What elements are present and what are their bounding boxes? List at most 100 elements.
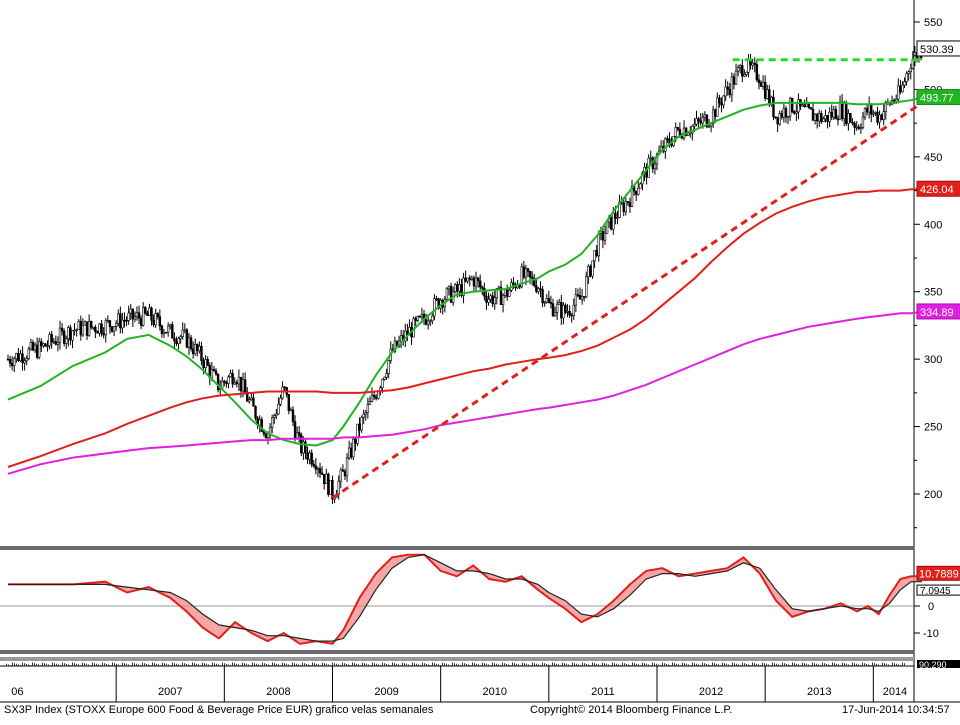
price-value-label: 530.39 (916, 40, 960, 57)
candle-body (851, 121, 854, 124)
candle-body (325, 473, 328, 484)
volume-bar (254, 663, 255, 666)
volume-bar (282, 662, 283, 666)
volume-bar (470, 665, 471, 666)
volume-bar (404, 663, 405, 666)
volume-bar (636, 663, 637, 666)
volume-bar (606, 663, 607, 666)
candle-body (304, 441, 307, 454)
volume-bar (246, 663, 247, 666)
volume-bar (682, 662, 683, 666)
candle-body (35, 344, 39, 358)
volume-bar (38, 664, 39, 666)
candle-body (19, 353, 22, 361)
candle-body (641, 172, 644, 185)
volume-bar (484, 663, 485, 666)
candle-body (674, 127, 677, 137)
candle-body (171, 324, 174, 339)
volume-bar (508, 664, 509, 666)
candle-body (807, 103, 811, 108)
volume-bar (172, 662, 173, 666)
volume-bar (86, 663, 87, 666)
volume-bar (892, 662, 893, 666)
candle-body (81, 324, 85, 336)
volume-bar (750, 665, 751, 666)
candle-body (418, 316, 422, 318)
volume-bar (20, 665, 21, 666)
candle-body (175, 340, 178, 344)
volume-bar (148, 664, 149, 666)
volume-bar (14, 663, 15, 666)
volume-bar (738, 664, 739, 666)
volume-bar (878, 664, 879, 666)
volume-bar (884, 663, 885, 666)
candle-body (732, 76, 736, 85)
volume-bar (558, 664, 559, 666)
candle-body (352, 438, 355, 458)
candle-body (836, 118, 840, 121)
candle-body (487, 298, 490, 303)
candle-body (293, 421, 297, 439)
volume-bar (694, 663, 695, 666)
volume-bar (228, 664, 229, 666)
price-tick-label: 250 (924, 422, 942, 434)
candle-body (564, 304, 567, 313)
candle-body (861, 116, 865, 128)
candle-body (903, 81, 906, 86)
candle-body (899, 85, 902, 93)
volume-bar (618, 664, 619, 666)
candle-body (162, 331, 166, 335)
volume-bar (108, 664, 109, 666)
candle-body (200, 345, 203, 361)
candle-body (815, 114, 819, 122)
volume-bar (82, 662, 83, 666)
candle-body (377, 391, 380, 399)
candle-body (289, 409, 293, 412)
volume-bar (772, 662, 773, 666)
volume-bar (276, 663, 277, 666)
candle-body (616, 217, 619, 219)
volume-bar (54, 663, 55, 666)
volume-bar (362, 662, 363, 666)
volume-bar (902, 662, 903, 666)
candle-body (239, 376, 243, 392)
volume-bar (476, 663, 477, 666)
candle-body (699, 120, 702, 124)
volume-bar (794, 663, 795, 666)
volume-bar (460, 665, 461, 666)
candle-body (761, 81, 765, 87)
volume-bar (870, 665, 871, 666)
volume-bar (818, 664, 819, 666)
x-axis: 06 2007 2008 2009 2010 2011 2012 2013 2014 (11, 666, 907, 702)
candle-body (202, 360, 205, 368)
candle-body (306, 452, 309, 460)
candle-body (456, 284, 459, 292)
candle-body (131, 308, 135, 320)
candle-body (237, 376, 241, 385)
volume-bar (212, 662, 213, 666)
volume-bar (512, 662, 513, 666)
candle-body (308, 452, 311, 460)
volume-bar (62, 662, 63, 666)
volume-bar (562, 662, 563, 666)
x-tick-label: 2011 (591, 686, 615, 698)
candle-body (273, 415, 276, 418)
value-labels: 530.39 493.77 426.04 334.89 7.0945 10.7889 90.… (916, 40, 960, 670)
volume-bar (380, 665, 381, 666)
candle-body (243, 379, 247, 393)
candle-body (649, 157, 652, 160)
candle-body (595, 250, 598, 257)
volume-bar (142, 662, 143, 666)
volume-bar (400, 665, 401, 666)
volume-bar (354, 663, 355, 666)
volume-bar (124, 663, 125, 666)
volume-bar (168, 664, 169, 666)
volume-bar (662, 662, 663, 666)
candle-body (574, 294, 578, 306)
candle-body (568, 310, 571, 316)
candle-body (614, 212, 617, 219)
candle-body (716, 97, 719, 117)
candle-body (720, 102, 723, 106)
volume-bar (580, 665, 581, 666)
price-value-label: 493.77 (916, 89, 960, 106)
